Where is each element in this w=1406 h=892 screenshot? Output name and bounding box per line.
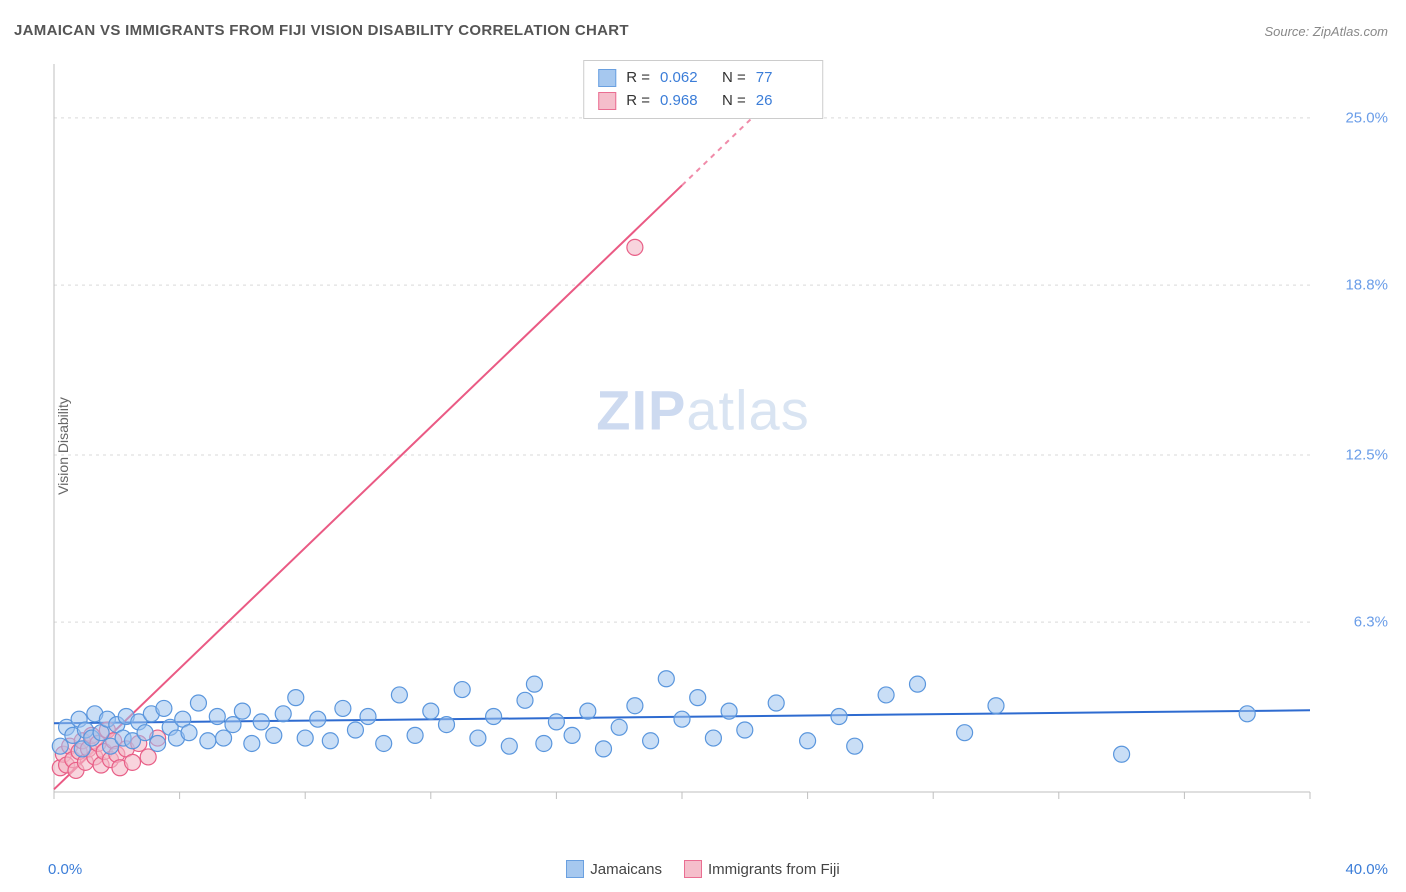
y-tick-label: 25.0%	[1345, 109, 1388, 126]
y-tick-label: 6.3%	[1354, 614, 1388, 631]
source-credit: Source: ZipAtlas.com	[1264, 24, 1388, 39]
series-legend: Jamaicans Immigrants from Fiji	[0, 860, 1406, 878]
stats-row: R = 0.062 N = 77	[598, 67, 808, 90]
legend-item: Immigrants from Fiji	[684, 860, 840, 878]
series-a-swatch-icon	[598, 69, 616, 87]
n-label: N =	[722, 90, 746, 113]
stats-row: R = 0.968 N = 26	[598, 90, 808, 113]
correlation-stats-box: R = 0.062 N = 77 R = 0.968 N = 26	[583, 60, 823, 119]
chart-container: JAMAICAN VS IMMIGRANTS FROM FIJI VISION …	[0, 0, 1406, 892]
scatter-plot	[50, 56, 1380, 816]
legend-label: Immigrants from Fiji	[708, 861, 840, 878]
chart-title: JAMAICAN VS IMMIGRANTS FROM FIJI VISION …	[14, 22, 629, 39]
n-value: 26	[756, 90, 808, 113]
r-value: 0.968	[660, 90, 712, 113]
y-tick-label: 12.5%	[1345, 446, 1388, 463]
series-b-swatch-icon	[598, 92, 616, 110]
legend-item: Jamaicans	[566, 860, 662, 878]
n-value: 77	[756, 67, 808, 90]
y-tick-label: 18.8%	[1345, 277, 1388, 294]
series-b-swatch-icon	[684, 860, 702, 878]
r-value: 0.062	[660, 67, 712, 90]
legend-label: Jamaicans	[590, 861, 662, 878]
n-label: N =	[722, 67, 746, 90]
r-label: R =	[626, 67, 650, 90]
series-a-swatch-icon	[566, 860, 584, 878]
r-label: R =	[626, 90, 650, 113]
